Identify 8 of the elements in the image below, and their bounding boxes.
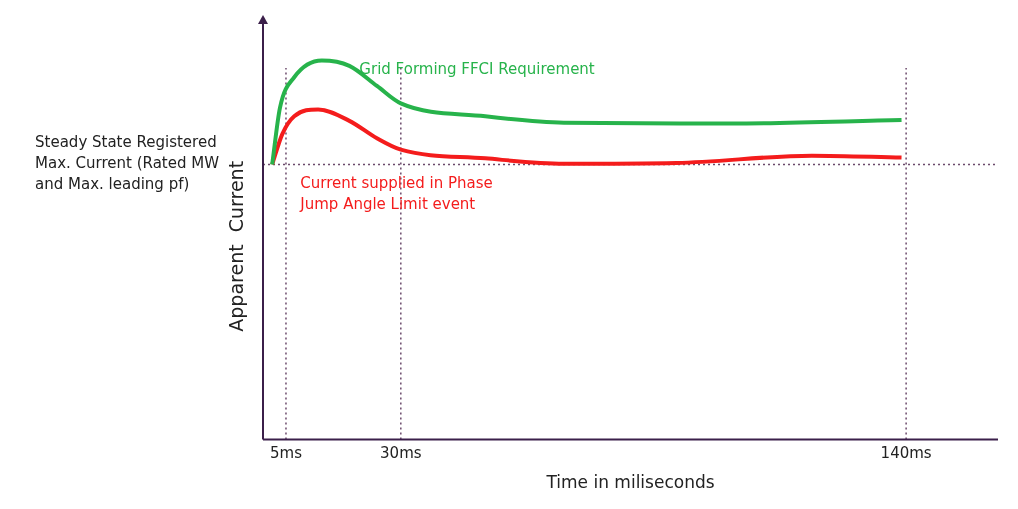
x-tick-label: 5ms	[269, 444, 303, 463]
ref-line-label: Steady State Registered Max. Current (Rated MW and Max. leading pf)	[35, 133, 220, 194]
series-label: Grid Forming FFCI Requirement	[359, 59, 595, 78]
y-axis-title: Apparent Current	[225, 160, 248, 332]
series-label: Current supplied in Phase Jump Angle Limit event	[299, 174, 493, 213]
x-axis-title: Time in miliseconds	[545, 472, 715, 493]
x-tick-label: 140ms	[880, 444, 932, 463]
x-tick-label: 30ms	[380, 444, 422, 463]
